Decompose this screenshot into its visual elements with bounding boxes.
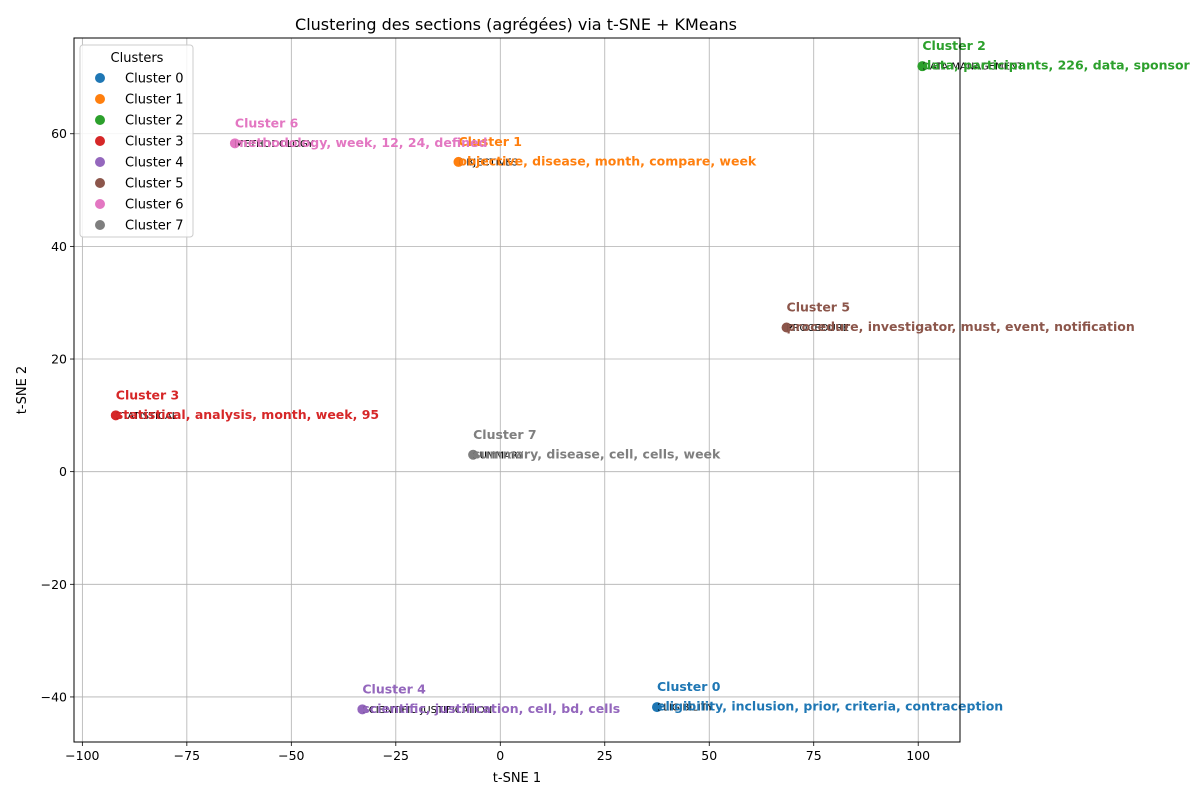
x-tick-label: 75 — [806, 748, 822, 763]
legend-entry: Cluster 6 — [125, 198, 184, 213]
cluster-name-annotation: Cluster 5 — [787, 299, 850, 314]
y-tick-label: 40 — [51, 239, 67, 254]
cluster-name-annotation: Cluster 3 — [116, 387, 179, 402]
x-tick-label: 25 — [597, 748, 613, 763]
y-tick-label: 20 — [51, 352, 67, 367]
section-label: STATISTICAL — [116, 411, 178, 422]
cluster-keywords-annotation: data, participants, 226, data, sponsor — [922, 58, 1190, 73]
y-tick-label: 60 — [51, 126, 67, 141]
y-tick-label: 0 — [59, 464, 67, 479]
section-label: OBJECTIVES — [458, 157, 518, 168]
x-tick-label: −100 — [65, 748, 99, 763]
x-tick-label: 50 — [701, 748, 717, 763]
cluster-name-annotation: Cluster 0 — [657, 679, 721, 694]
legend-marker — [95, 199, 105, 209]
section-label: ELIGIBILITY — [657, 703, 714, 714]
section-label: PROCEDURE — [787, 323, 849, 334]
chart-title: Clustering des sections (agrégées) via t… — [295, 15, 737, 34]
legend-marker — [95, 115, 105, 125]
x-tick-label: −25 — [383, 748, 409, 763]
cluster-name-annotation: Cluster 4 — [362, 681, 426, 696]
legend-entry: Cluster 1 — [125, 93, 184, 108]
cluster-keywords-annotation: eligibility, inclusion, prior, criteria,… — [657, 699, 1003, 714]
data-point — [453, 156, 464, 167]
cluster-name-annotation: Cluster 1 — [458, 134, 521, 149]
data-point — [357, 704, 368, 715]
legend-entry: Cluster 0 — [125, 72, 184, 87]
y-axis-label: t-SNE 2 — [15, 366, 30, 414]
cluster-keywords-annotation: methodology, week, 12, 24, defined — [235, 135, 488, 150]
cluster-name-annotation: Cluster 7 — [473, 427, 536, 442]
cluster-keywords-annotation: scientific, justification, cell, bd, cel… — [362, 701, 620, 716]
legend-entry: Cluster 5 — [125, 177, 184, 192]
data-point — [110, 410, 121, 421]
x-tick-label: 100 — [906, 748, 930, 763]
section-label: DATA MANAGEMENT — [922, 62, 1024, 73]
x-axis-label: t-SNE 1 — [493, 771, 541, 786]
legend-entry: Cluster 7 — [125, 219, 184, 234]
data-point — [229, 138, 240, 149]
data-point — [468, 449, 479, 460]
legend-entry: Cluster 2 — [125, 114, 184, 129]
x-tick-label: −50 — [278, 748, 304, 763]
legend-marker — [95, 178, 105, 188]
data-point — [652, 702, 663, 713]
y-axis-ticks: −40 −20 0 20 40 60 — [41, 126, 74, 704]
legend-marker — [95, 136, 105, 146]
plot-frame — [73, 37, 961, 743]
section-label: METHODOLOGY — [235, 139, 314, 150]
legend-entry: Cluster 4 — [125, 156, 184, 171]
y-tick-label: −40 — [41, 689, 67, 704]
legend-items: Cluster 0 Cluster 1 Cluster 2 Cluster 3 Clus… — [95, 72, 184, 234]
cluster-name-annotation: Cluster 2 — [922, 38, 985, 53]
grid-lines — [74, 38, 960, 742]
section-label: SUMMARY — [473, 450, 524, 461]
cluster-keywords-annotation: summary, disease, cell, cells, week — [473, 446, 721, 461]
legend-entry: Cluster 3 — [125, 135, 184, 150]
x-axis-ticks: −100 −75 −50 −25 0 25 50 75 100 — [65, 742, 930, 763]
data-points: ELIGIBILITY Cluster 0 eligibility, inclusi… — [110, 38, 1191, 716]
cluster-name-annotation: Cluster 6 — [235, 115, 299, 130]
data-point — [917, 61, 928, 72]
data-point — [781, 322, 792, 333]
cluster-keywords-annotation: statistical, analysis, month, week, 95 — [116, 407, 379, 422]
legend-marker — [95, 220, 105, 230]
legend-title: Clusters — [111, 51, 164, 66]
legend-marker — [95, 94, 105, 104]
legend-marker — [95, 73, 105, 83]
section-label: SCIENTIFIC JUSTIFICATION — [362, 705, 492, 716]
x-tick-label: −75 — [174, 748, 200, 763]
legend-marker — [95, 157, 105, 167]
x-tick-label: 0 — [496, 748, 504, 763]
cluster-keywords-annotation: procedure, investigator, must, event, no… — [787, 319, 1135, 334]
cluster-keywords-annotation: objective, disease, month, compare, week — [458, 153, 756, 168]
y-tick-label: −20 — [41, 577, 67, 592]
legend-box — [79, 44, 194, 238]
